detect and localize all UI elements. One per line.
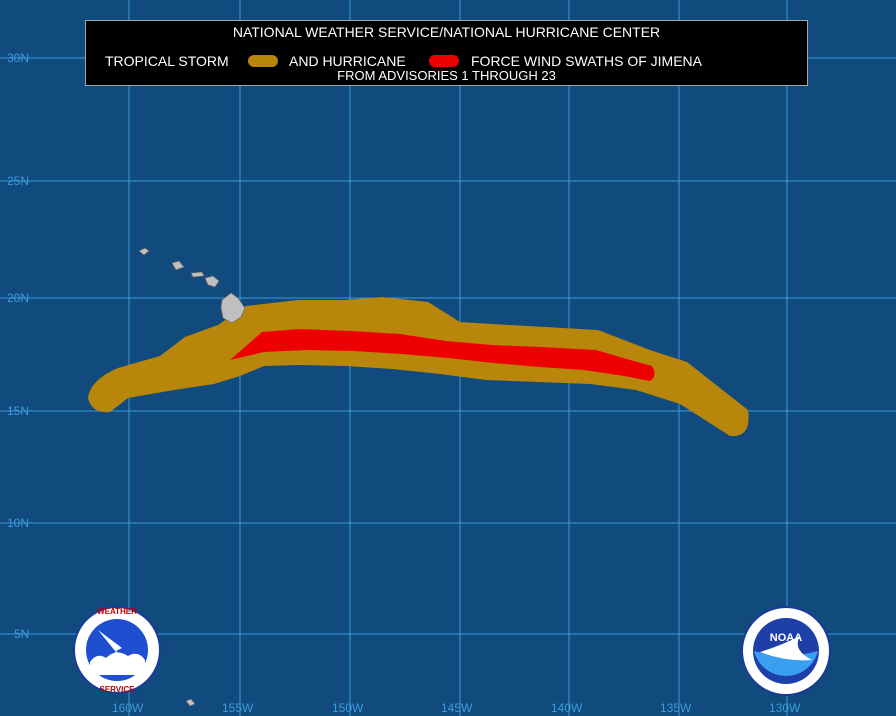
lat-label-25n: 25N [7,174,29,188]
latitude-labels: 30N 25N 20N 15N 10N 5N [7,51,29,641]
legend-subtitle: FROM ADVISORIES 1 THROUGH 23 [337,68,556,83]
lat-label-20n: 20N [7,291,29,305]
lat-label-5n: 5N [14,627,29,641]
noaa-logo: NOAA [741,606,831,696]
island-small-south [185,698,196,707]
noaa-wordmark: NOAA [770,632,802,644]
lat-label-30n: 30N [7,51,29,65]
lon-label-135w: 135W [660,701,692,715]
island-kauai [138,247,150,256]
lon-label-150w: 150W [332,701,364,715]
longitude-labels: 160W 155W 150W 145W 140W 135W 130W [112,701,801,715]
lon-label-160w: 160W [112,701,144,715]
lon-label-140w: 140W [551,701,583,715]
lon-label-130w: 130W [769,701,801,715]
island-molokai [190,271,205,278]
svg-text:WEATHER: WEATHER [97,607,137,616]
island-oahu [171,260,185,271]
legend-box: NATIONAL WEATHER SERVICE/NATIONAL HURRIC… [85,20,808,86]
force-wind-label: FORCE WIND SWATHS OF JIMENA [471,53,702,69]
svg-text:SERVICE: SERVICE [100,685,136,694]
tropical-storm-label: TROPICAL STORM [105,53,229,69]
nws-logo: WEATHER SERVICE [73,606,161,694]
hurricane-swatch [429,55,459,67]
island-big-island [220,292,246,324]
and-hurricane-label: AND HURRICANE [289,53,406,69]
lat-label-15n: 15N [7,404,29,418]
hawaiian-islands [138,247,246,707]
tropical-storm-swatch [248,55,278,67]
lon-label-145w: 145W [441,701,473,715]
lat-label-10n: 10N [7,516,29,530]
island-maui [204,275,220,288]
tropical-storm-swath [88,297,749,437]
lon-label-155w: 155W [222,701,254,715]
legend-title: NATIONAL WEATHER SERVICE/NATIONAL HURRIC… [232,24,661,40]
hurricane-swath [230,329,655,381]
